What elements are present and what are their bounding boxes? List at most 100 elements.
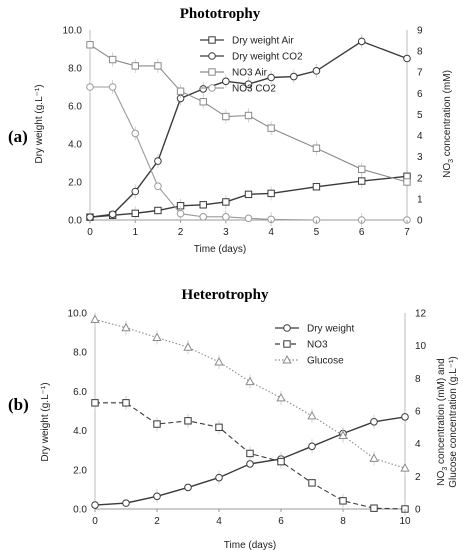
data-point [183, 342, 193, 351]
x-tick-label: 0 [92, 516, 98, 527]
legend-label: NO3 Air [232, 68, 268, 79]
panel-a: (a) Phototrophy 0 1 2 3 4 5 6 7 0.0 2.0 4.0 6.0 8.0… [8, 6, 455, 255]
data-point [358, 177, 366, 185]
x-tick-label: 10 [399, 516, 411, 527]
x-tick-label: 2 [178, 227, 184, 238]
x-tick-label: 5 [314, 227, 320, 238]
data-point [267, 124, 275, 132]
legend-marker [208, 68, 216, 76]
data-point [154, 206, 162, 215]
data-point [86, 41, 94, 49]
x-tick-label: 2 [154, 516, 160, 527]
x-tick-label: 7 [404, 227, 410, 238]
data-point [184, 483, 192, 492]
data-point [370, 417, 378, 426]
data-point [91, 501, 99, 509]
chart-title-b: Heterotrophy [182, 287, 269, 303]
y-right-tick-label: 1 [417, 194, 423, 205]
data-point [244, 190, 253, 199]
data-point [108, 210, 117, 219]
y-right-tick-label: 0 [415, 505, 421, 516]
x-axis-label-a: Time (days) [194, 244, 246, 255]
y-left-tick-label: 10.0 [68, 309, 88, 320]
x-tick-label: 0 [87, 227, 93, 238]
data-point [339, 497, 347, 505]
data-point [154, 182, 162, 191]
data-point [176, 87, 185, 95]
data-point [131, 187, 140, 196]
data-point [400, 463, 410, 472]
y-right-tick-label: 9 [417, 26, 423, 37]
data-point [122, 399, 130, 407]
y-left-tick-label: 4.0 [68, 140, 82, 151]
panel-b: (b) Heterotrophy 0 2 4 6 8 10 0.0 2.0 4.0 6.0 8.0… [8, 287, 459, 550]
y-right-tick-label: 8 [417, 47, 423, 58]
legend-b: Dry weight NO3 Glucose [275, 324, 354, 367]
y-axis-label-right-b-line1: NO3 concentration (mM) and [436, 358, 449, 485]
data-point [122, 499, 130, 507]
legend-marker [208, 36, 216, 44]
y-left-tick-label: 4.0 [73, 426, 87, 437]
panel-label-b: (b) [8, 395, 29, 414]
y-left-tick-label: 10.0 [63, 26, 83, 37]
y-left-tick-label: 2.0 [73, 465, 87, 476]
y-left-tick-label: 2.0 [68, 178, 82, 189]
data-point [312, 183, 321, 191]
data-point [276, 392, 286, 402]
series-line-no3-air [89, 44, 408, 183]
data-point [289, 72, 298, 81]
legend-label: Dry weight CO2 [232, 52, 303, 63]
y-left-tick-label: 0.0 [68, 216, 82, 227]
legend-marker [208, 84, 216, 92]
x-tick-label: 6 [359, 227, 365, 238]
data-point [91, 399, 99, 407]
data-point [222, 77, 230, 86]
data-point [267, 189, 275, 198]
data-point [312, 144, 321, 152]
data-point [370, 504, 378, 512]
legend-label: Dry weight Air [232, 36, 294, 47]
y-left-tick-label: 8.0 [68, 64, 82, 75]
data-point [308, 479, 316, 487]
y-right-tick-label: 8 [415, 374, 421, 385]
data-point [86, 83, 94, 91]
x-tick-label: 6 [278, 516, 284, 527]
x-tick-label: 3 [223, 227, 229, 238]
y-left-tick-label: 0.0 [73, 505, 87, 516]
series-line-no3-co2 [90, 86, 407, 221]
legend-label: Glucose [307, 356, 344, 367]
data-point [246, 449, 254, 458]
data-point [214, 356, 224, 366]
data-point [199, 201, 207, 209]
y-axis-label-right-a: NO3 concentration (mM) [442, 70, 455, 178]
y-left-tick-label: 8.0 [73, 348, 87, 359]
data-point [244, 80, 253, 88]
data-point [131, 62, 139, 70]
legend-marker [283, 340, 291, 348]
y-right-tick-label: 12 [415, 309, 427, 320]
legend-marker [283, 324, 291, 332]
data-point [338, 430, 348, 439]
y-left-tick-label: 6.0 [73, 387, 87, 398]
data-point [215, 473, 223, 482]
data-point [307, 410, 317, 420]
data-point [222, 198, 230, 206]
y-right-tick-label: 4 [417, 131, 423, 142]
data-point [401, 413, 409, 421]
data-point [108, 83, 117, 91]
x-tick-label: 8 [340, 516, 346, 527]
data-point [154, 62, 162, 70]
data-point [153, 492, 161, 501]
y-right-tick-label: 0 [417, 216, 423, 227]
data-point [403, 54, 411, 63]
x-tick-label: 1 [133, 227, 139, 238]
chart-title-a: Phototrophy [180, 6, 261, 22]
y-right-tick-label: 2 [415, 472, 421, 483]
data-point [108, 55, 117, 64]
y-right-tick-label: 10 [415, 341, 427, 352]
data-point [357, 37, 366, 46]
data-point [308, 442, 316, 451]
data-point [244, 111, 253, 120]
data-point [86, 213, 94, 221]
